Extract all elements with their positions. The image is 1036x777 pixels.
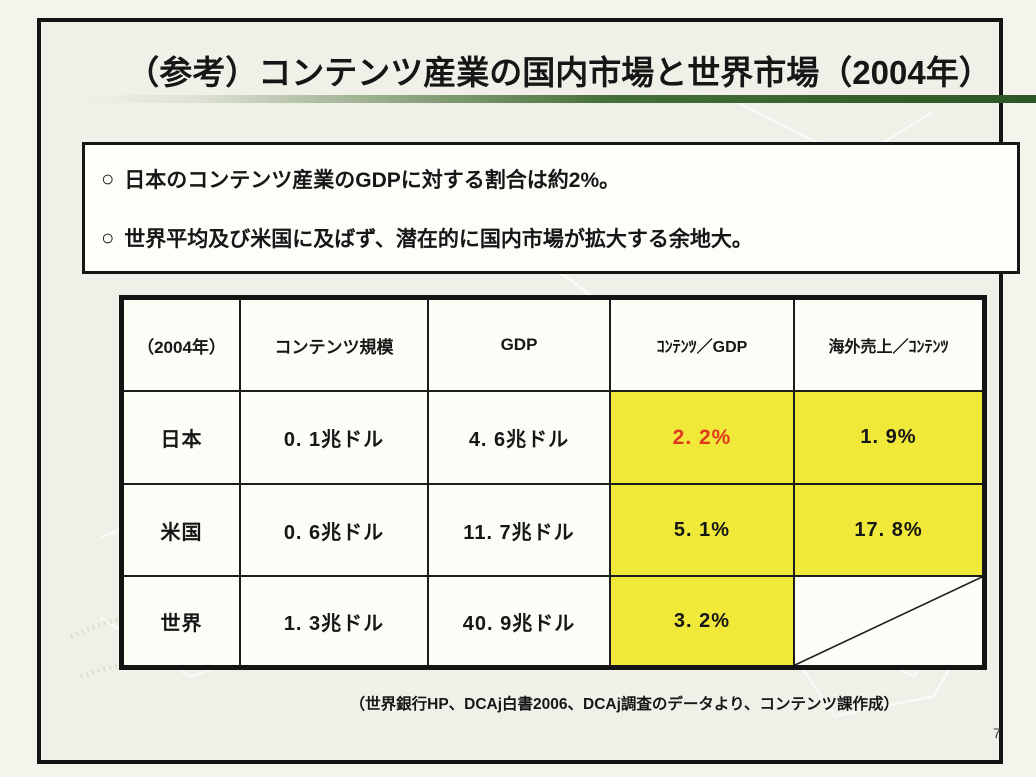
- cell-japan-gdp: 4. 6兆ドル: [429, 392, 611, 485]
- key-points-box: ○ 日本のコンテンツ産業のGDPに対する割合は約2%。 ○ 世界平均及び米国に及…: [82, 142, 1020, 274]
- row-label-japan: 日本: [124, 392, 241, 485]
- cell-japan-content-per-gdp: 2. 2%: [611, 392, 795, 485]
- table-header-gdp: GDP: [429, 300, 611, 392]
- cell-world-content-per-gdp: 3. 2%: [611, 577, 795, 665]
- source-note: （世界銀行HP、DCAj白書2006、DCAj調査のデータより、コンテンツ課作成…: [349, 696, 899, 713]
- cell-japan-content-size: 0. 1兆ドル: [241, 392, 429, 485]
- diagonal-slash: [795, 577, 982, 665]
- cell-world-gdp: 40. 9兆ドル: [429, 577, 611, 665]
- row-label-world: 世界: [124, 577, 241, 665]
- row-label-usa: 米国: [124, 485, 241, 577]
- cell-usa-overseas-ratio: 17. 8%: [795, 485, 982, 577]
- slide-border-frame: （参考）コンテンツ産業の国内市場と世界市場（2004年） ○ 日本のコンテンツ産…: [37, 18, 1036, 764]
- cell-world-overseas-empty: [795, 577, 982, 665]
- title-underline-rule: [82, 95, 1036, 103]
- table-header-overseas-per-content: 海外売上／ｺﾝﾃﾝﾂ: [795, 300, 982, 392]
- bullet-point: ○ 日本のコンテンツ産業のGDPに対する割合は約2%。: [101, 164, 1001, 194]
- table-header-year: （2004年）: [124, 300, 241, 392]
- table-header-content-per-gdp: ｺﾝﾃﾝﾂ／GDP: [611, 300, 795, 392]
- cell-usa-gdp: 11. 7兆ドル: [429, 485, 611, 577]
- bullet-text: 世界平均及び米国に及ばず、潜在的に国内市場が拡大する余地大。: [124, 227, 753, 251]
- bullet-text: 日本のコンテンツ産業のGDPに対する割合は約2%。: [124, 168, 621, 192]
- cell-japan-overseas-ratio: 1. 9%: [795, 392, 982, 485]
- table-header-content-size: コンテンツ規模: [241, 300, 429, 392]
- bullet-point: ○ 世界平均及び米国に及ばず、潜在的に国内市場が拡大する余地大。: [101, 223, 1001, 253]
- cell-usa-content-per-gdp: 5. 1%: [611, 485, 795, 577]
- cell-usa-content-size: 0. 6兆ドル: [241, 485, 429, 577]
- circle-bullet-icon: ○: [101, 224, 115, 250]
- market-comparison-table: （2004年） コンテンツ規模 GDP ｺﾝﾃﾝﾂ／GDP 海外売上／ｺﾝﾃﾝﾂ…: [119, 295, 987, 670]
- page-number: 7: [993, 725, 1001, 741]
- cell-world-content-size: 1. 3兆ドル: [241, 577, 429, 665]
- circle-bullet-icon: ○: [101, 165, 115, 191]
- slide-title: （参考）コンテンツ産業の国内市場と世界市場（2004年）: [126, 54, 992, 91]
